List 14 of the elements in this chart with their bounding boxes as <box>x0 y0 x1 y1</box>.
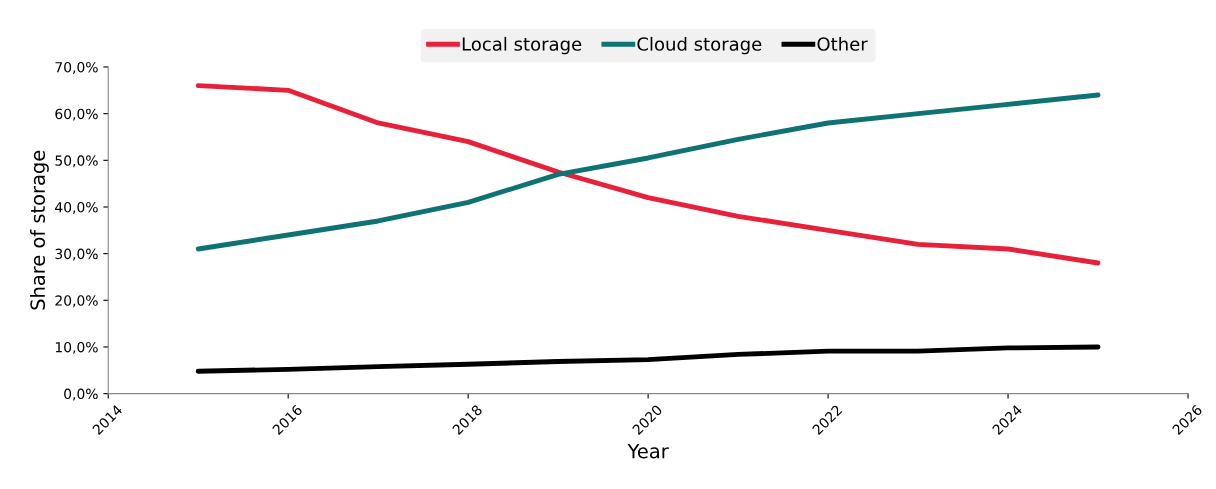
y-tick-label: 30,0% <box>55 248 98 261</box>
y-tick-label: 0,0% <box>64 388 98 401</box>
y-tick-label: 40,0% <box>55 201 98 214</box>
y-tick-label: 60,0% <box>55 108 98 121</box>
y-tick-label: 50,0% <box>55 155 98 168</box>
legend-label: Local storage <box>462 36 582 55</box>
x-axis-title: Year <box>627 444 669 459</box>
y-axis-title: Share of storage <box>30 150 49 310</box>
y-tick-label: 10,0% <box>55 341 98 354</box>
y-tick-label: 70,0% <box>55 61 98 74</box>
legend-label: Cloud storage <box>637 36 762 55</box>
y-tick-label: 20,0% <box>55 295 98 308</box>
line-series <box>195 344 1101 374</box>
legend-label: Other <box>817 36 868 51</box>
